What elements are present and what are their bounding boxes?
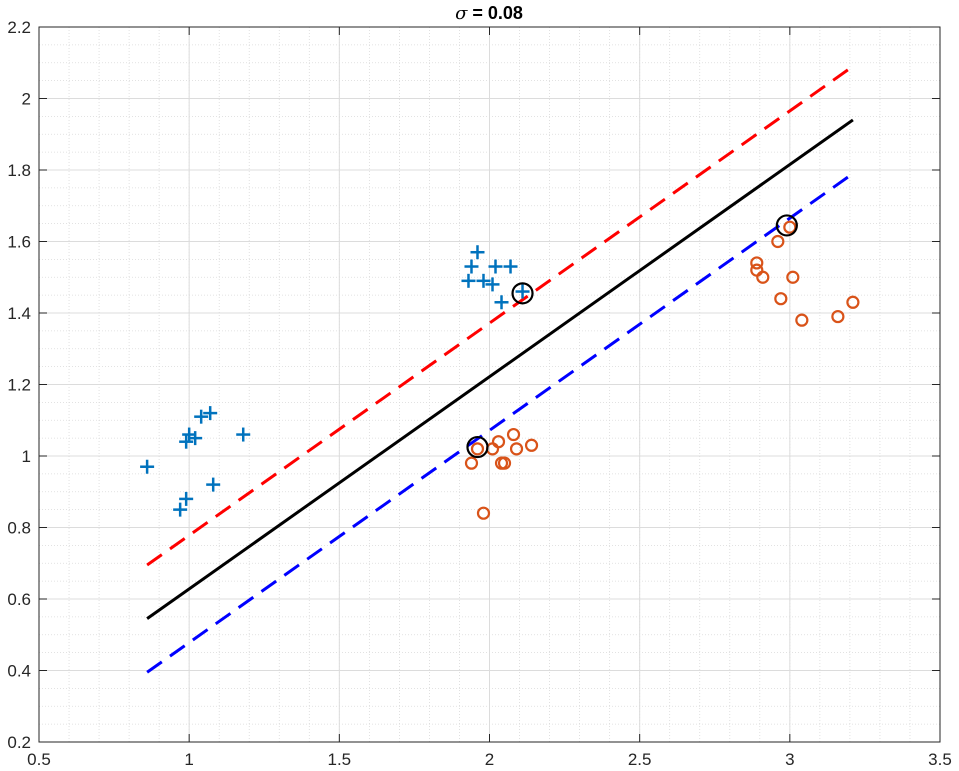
y-tick-label: 1.2: [7, 376, 31, 395]
circle-marker: [464, 456, 479, 470]
x-tick-label: 0.5: [27, 750, 51, 769]
plus-marker: [140, 459, 155, 474]
title-symbol: σ: [455, 3, 468, 24]
circle-marker: [491, 435, 506, 449]
support-vector-ring: [466, 435, 489, 459]
y-tick-label: 1.4: [7, 304, 31, 323]
support-vector-ring: [511, 282, 534, 305]
y-tick-label: 0.8: [7, 519, 31, 538]
title-text: = 0.08: [467, 3, 523, 23]
plus-marker: [464, 259, 479, 274]
margin_upper-line: [146, 65, 854, 567]
y-tick-label: 1.8: [7, 161, 31, 180]
decision-line: [146, 118, 854, 620]
support-vectors: [466, 214, 798, 459]
circle-marker: [771, 234, 785, 249]
data-points: [140, 220, 860, 520]
x-tick-label: 2: [485, 750, 494, 769]
boundary-lines: [146, 65, 854, 674]
x-tick-labels: 0.5 1 1.5 2 2.5 3 3.5: [27, 750, 952, 769]
circle-marker: [470, 442, 485, 456]
circle-marker: [831, 309, 845, 324]
plus-marker: [476, 273, 491, 288]
plus-marker: [173, 502, 188, 517]
circle-marker: [750, 256, 764, 270]
circle-marker: [756, 270, 770, 284]
plus-marker: [179, 434, 194, 449]
margin_lower-line: [146, 172, 854, 674]
x-tick-label: 1: [184, 750, 193, 769]
plus-marker: [206, 477, 221, 492]
tick-marks: [38, 26, 941, 743]
circle-marker: [524, 438, 539, 452]
plus-marker: [494, 295, 509, 310]
y-tick-labels: 0.2 0.4 0.6 0.8 1 1.2 1.4 1.6 1.8 2 2.2: [7, 18, 31, 752]
plus-marker: [488, 259, 503, 274]
plus-marker: [188, 431, 203, 446]
plus-marker: [470, 245, 485, 260]
plus-marker: [485, 277, 500, 292]
y-tick-label: 0.6: [7, 590, 31, 609]
plus-marker: [461, 273, 476, 288]
circle-marker: [506, 427, 521, 442]
y-tick-label: 0.2: [7, 733, 31, 752]
x-tick-label: 3.5: [928, 750, 952, 769]
plus-marker: [203, 406, 218, 421]
plus-marker: [515, 284, 530, 299]
plus-marker: [503, 259, 518, 274]
circle-marker: [846, 295, 860, 309]
y-tick-label: 2: [22, 90, 31, 109]
circle-marker: [509, 442, 524, 456]
plus-marker: [194, 409, 209, 424]
chart-title: σ = 0.08: [455, 3, 523, 24]
circle-marker: [476, 506, 491, 520]
plus-marker: [179, 491, 194, 506]
y-tick-label: 1.6: [7, 233, 31, 252]
circle-marker: [795, 313, 809, 327]
y-tick-label: 1: [22, 447, 31, 466]
y-tick-label: 2.2: [7, 18, 31, 37]
circle-marker: [497, 456, 512, 470]
circle-marker: [774, 292, 788, 306]
x-tick-label: 3: [785, 750, 794, 769]
support-vector-ring: [775, 214, 798, 237]
x-tick-label: 2.5: [628, 750, 652, 769]
circle-marker: [783, 220, 797, 234]
x-tick-label: 1.5: [328, 750, 352, 769]
circle-marker: [786, 270, 800, 284]
y-tick-label: 0.4: [7, 662, 31, 681]
plus-marker: [236, 427, 251, 442]
